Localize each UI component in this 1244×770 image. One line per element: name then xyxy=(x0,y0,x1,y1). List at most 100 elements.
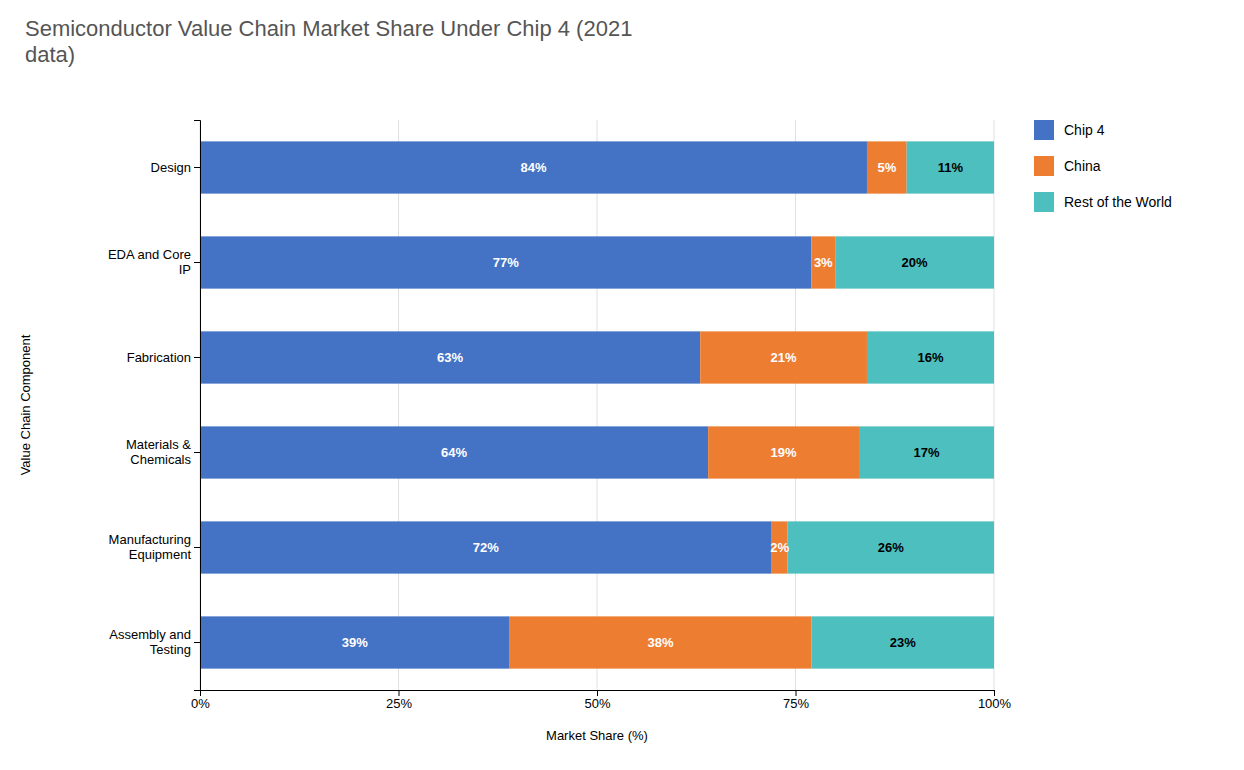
tick-mark xyxy=(994,690,995,696)
legend: Chip 4 China Rest of the World xyxy=(1034,120,1172,212)
tick-mark xyxy=(194,642,200,643)
tick-label: 50% xyxy=(584,696,610,711)
text-line: Chemicals xyxy=(130,452,191,467)
data-label: 17% xyxy=(913,445,939,460)
tick: Assembly andTesting xyxy=(109,627,200,658)
data-labels: 84%77%63%64%72%39%5%3%21%19%2%38%11%20%1… xyxy=(342,160,964,650)
tick: Design xyxy=(151,160,200,175)
tick-label: Materials &Chemicals xyxy=(126,437,192,468)
text-line: Semiconductor Value Chain Market Share U… xyxy=(25,16,632,41)
bar xyxy=(811,236,835,288)
grid xyxy=(200,120,994,690)
bar xyxy=(859,426,994,478)
data-label: 39% xyxy=(342,635,368,650)
data-label: 63% xyxy=(437,350,463,365)
tick-mark xyxy=(399,690,400,696)
text-line: Testing xyxy=(150,642,191,657)
text-line: data) xyxy=(25,42,75,67)
tick-label: ManufacturingEquipment xyxy=(109,532,192,563)
y-axis: Design EDA and CoreIP Fabrication Materials… xyxy=(108,121,201,691)
tick: 0% xyxy=(191,690,210,711)
data-label: 84% xyxy=(520,160,546,175)
tick-label: 0% xyxy=(191,696,210,711)
bar xyxy=(811,616,994,668)
data-label: 16% xyxy=(917,350,943,365)
bar xyxy=(200,236,811,288)
bar xyxy=(867,331,994,383)
grid-line xyxy=(994,120,995,690)
y-axis-title: Value Chain Component xyxy=(18,334,33,475)
tick: 75% xyxy=(783,690,809,711)
legend-label: Rest of the World xyxy=(1064,194,1172,210)
tick-mark xyxy=(194,357,200,358)
chart: Semiconductor Value Chain Market Share U… xyxy=(0,0,1244,770)
tick-mark xyxy=(194,167,200,168)
tick-mark xyxy=(194,452,200,453)
bar xyxy=(867,141,907,193)
tick: ManufacturingEquipment xyxy=(109,532,200,563)
legend-swatch xyxy=(1034,156,1054,176)
series xyxy=(510,141,907,668)
legend-item: Rest of the World xyxy=(1034,192,1172,212)
tick-label: Fabrication xyxy=(127,350,191,365)
text-line: Materials & xyxy=(126,437,191,452)
tick-label: Assembly andTesting xyxy=(109,627,191,658)
data-label: 3% xyxy=(814,255,833,270)
tick-mark xyxy=(194,262,200,263)
text-line: Assembly and xyxy=(109,627,191,642)
bar xyxy=(200,331,700,383)
data-label: 23% xyxy=(890,635,916,650)
text-line: Manufacturing xyxy=(109,532,191,547)
bar xyxy=(200,426,708,478)
text-line: IP xyxy=(179,262,191,277)
bar xyxy=(835,236,994,288)
data-label: 2% xyxy=(770,540,789,555)
legend-swatch xyxy=(1034,120,1054,140)
legend-item: China xyxy=(1034,156,1101,176)
data-label: 21% xyxy=(771,350,797,365)
tick: 100% xyxy=(978,690,1012,711)
legend-label: China xyxy=(1064,158,1101,174)
bars xyxy=(200,141,994,668)
tick-label: EDA and CoreIP xyxy=(108,247,191,278)
grid-line xyxy=(795,120,796,690)
legend-item: Chip 4 xyxy=(1034,120,1105,140)
legend-swatch xyxy=(1034,192,1054,212)
x-axis: 0% 25% 50% 75% 100% xyxy=(191,690,1011,711)
bar xyxy=(200,616,510,668)
tick-label: 25% xyxy=(386,696,412,711)
text-line: EDA and Core xyxy=(108,247,191,262)
data-label: 64% xyxy=(441,445,467,460)
data-label: 20% xyxy=(902,255,928,270)
data-label: 72% xyxy=(473,540,499,555)
text-line: Design xyxy=(151,160,191,175)
grid-line xyxy=(398,120,399,690)
text-line: Equipment xyxy=(129,547,192,562)
x-axis-title: Market Share (%) xyxy=(546,728,648,743)
tick: EDA and CoreIP xyxy=(108,247,200,278)
bar xyxy=(200,521,772,573)
grid-line xyxy=(597,120,598,690)
data-label: 11% xyxy=(938,160,964,175)
plot: 84%77%63%64%72%39%5%3%21%19%2%38%11%20%1… xyxy=(18,120,1012,743)
data-label: 19% xyxy=(771,445,797,460)
bar xyxy=(510,616,812,668)
tick: 25% xyxy=(386,690,412,711)
series xyxy=(200,141,867,668)
axis-line xyxy=(194,121,201,691)
bar xyxy=(200,141,867,193)
axis-line xyxy=(201,691,995,697)
tick-mark xyxy=(194,547,200,548)
series xyxy=(788,141,994,668)
text-line: Fabrication xyxy=(127,350,191,365)
data-label: 77% xyxy=(493,255,519,270)
tick-mark xyxy=(796,690,797,696)
legend-label: Chip 4 xyxy=(1064,122,1105,138)
data-label: 26% xyxy=(878,540,904,555)
data-label: 38% xyxy=(648,635,674,650)
tick-label: 75% xyxy=(783,696,809,711)
bar xyxy=(708,426,859,478)
title: Semiconductor Value Chain Market Share U… xyxy=(25,16,632,67)
tick-label: Design xyxy=(151,160,191,175)
bar xyxy=(788,521,994,573)
